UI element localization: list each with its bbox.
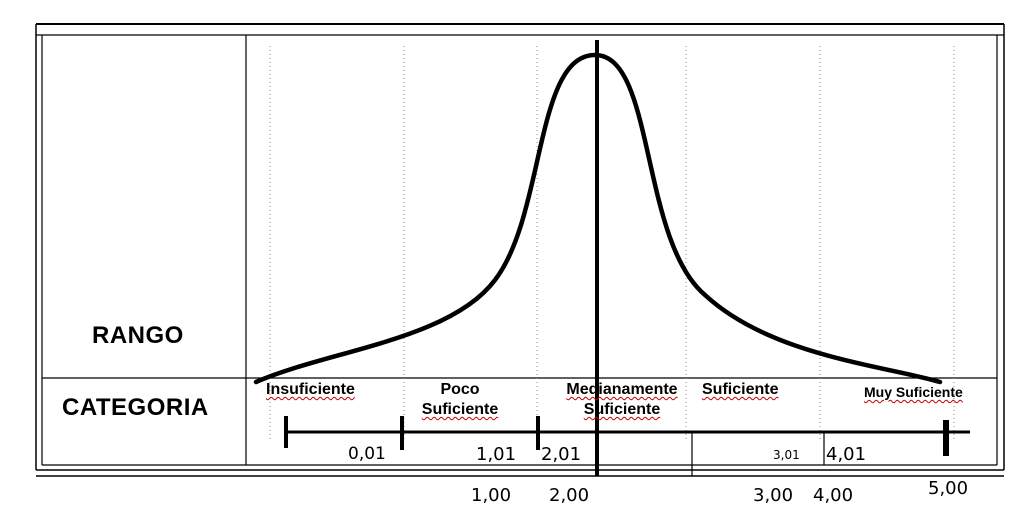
- scale-axis: [284, 416, 970, 456]
- scale-value: 4,00: [813, 485, 854, 506]
- scale-value: 0,01: [348, 444, 386, 464]
- category-muy-suficiente: Muy Suficiente: [864, 382, 963, 402]
- category-label: Suficiente: [702, 381, 779, 398]
- category-medianamente-suficiente: Medianamente Suficiente: [556, 380, 688, 420]
- category-insuficiente: Insuficiente: [266, 380, 355, 400]
- category-suficiente: Suficiente: [702, 380, 778, 400]
- category-label: Suficiente: [421, 401, 499, 418]
- scale-value: 1,01: [476, 444, 517, 465]
- scale-value: 1,00: [471, 485, 512, 506]
- scale-value: 4,01: [826, 444, 867, 465]
- category-label: Insuficiente: [266, 381, 355, 398]
- scale-value: 5,00: [928, 478, 969, 499]
- category-label: Poco: [440, 381, 480, 398]
- categoria-header: CATEGORIA: [62, 394, 209, 421]
- table-frame: [35, 23, 1005, 477]
- category-label: Suficiente: [583, 401, 661, 418]
- category-poco-suficiente: Poco Suficiente: [414, 380, 506, 420]
- scale-value: 2,00: [549, 485, 590, 506]
- scale-value: 3,01: [773, 448, 800, 462]
- rango-header: RANGO: [92, 322, 184, 349]
- category-label: Medianamente: [566, 381, 678, 398]
- category-label: Muy Suficiente: [864, 384, 963, 400]
- scale-value: 3,00: [753, 485, 794, 506]
- scale-value: 2,01: [541, 444, 582, 465]
